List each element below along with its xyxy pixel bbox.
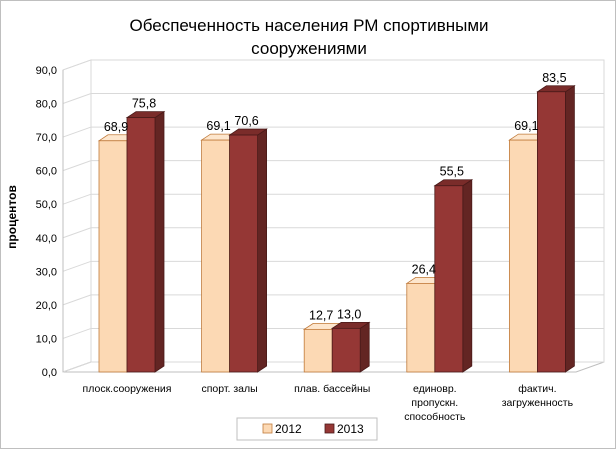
- bar-front: [406, 283, 436, 373]
- y-axis-label: процентов: [5, 185, 19, 249]
- chart-title-line-1: Обеспеченность населения РМ спортивными: [129, 16, 488, 35]
- category-label: плав. бассейны: [294, 383, 370, 395]
- gridline: [62, 93, 604, 104]
- legend-entry: 2012: [275, 422, 302, 436]
- data-labels: 68,9 75,8 69,1 70,6 12,7 13,0 26,4 55,5 69,1 83,5: [104, 71, 567, 323]
- category-label: фактич.: [518, 383, 556, 395]
- bar-front: [98, 140, 128, 373]
- category-label: спорт. залы: [201, 383, 257, 395]
- bar-front: [126, 117, 156, 373]
- data-label: 75,8: [132, 97, 156, 111]
- data-label: 55,5: [440, 165, 464, 179]
- chart-title-line-2: сооружениями: [251, 39, 367, 58]
- legend-entry: 2013: [337, 422, 364, 436]
- category-label: пропускн.: [411, 397, 458, 409]
- bar-side: [257, 128, 268, 373]
- y-tick-label: 10,0: [36, 333, 57, 345]
- bar-front: [201, 139, 231, 373]
- category-label: загруженность: [502, 397, 574, 409]
- data-label: 70,6: [234, 114, 258, 128]
- category-label: способность: [404, 411, 466, 423]
- data-label: 68,9: [104, 120, 128, 134]
- y-tick-label: 90,0: [36, 65, 57, 77]
- bar-2013: [433, 178, 474, 373]
- legend-swatch: [262, 423, 273, 434]
- bar-front: [303, 328, 333, 373]
- bar-front: [229, 134, 259, 373]
- data-label: 26,4: [412, 262, 436, 276]
- y-tick-label: 80,0: [36, 99, 57, 111]
- legend: 2012 2013: [236, 417, 378, 441]
- category-label: плоск.сооружения: [83, 383, 172, 395]
- bar-side: [565, 85, 575, 373]
- y-tick-label: 60,0: [36, 166, 57, 178]
- gridline: [62, 59, 604, 71]
- y-tick-label: 40,0: [36, 233, 57, 245]
- bar-side: [154, 110, 165, 373]
- bar-2013: [536, 85, 576, 373]
- gridline: [62, 126, 604, 138]
- gridline: [62, 227, 604, 239]
- data-label: 69,1: [514, 119, 538, 133]
- bar-side: [462, 178, 473, 373]
- y-axis-ticks: 0,0 10,0 20,0 30,0 40,0 50,0 60,0 70,0 80,0 90,0: [36, 65, 64, 379]
- bar-front: [434, 185, 464, 373]
- y-tick-label: 0,0: [42, 367, 57, 379]
- legend-box: [236, 417, 378, 441]
- data-label: 83,5: [542, 71, 566, 85]
- gridline: [62, 260, 604, 272]
- y-tick-label: 30,0: [36, 266, 57, 278]
- gridline: [62, 160, 604, 172]
- bar-2013: [125, 110, 166, 373]
- bar-2013: [330, 321, 371, 373]
- bar-front: [508, 139, 538, 373]
- data-label: 13,0: [337, 307, 361, 321]
- side-wall: [62, 59, 92, 373]
- data-label: 69,1: [206, 119, 230, 133]
- y-tick-label: 70,0: [36, 132, 57, 144]
- category-label: единовр.: [413, 383, 457, 395]
- bar-front: [331, 327, 361, 373]
- category-labels: плоск.сооружения спорт. залы плав. бассейн…: [83, 383, 574, 423]
- data-label: 12,7: [309, 308, 333, 322]
- gridline: [62, 193, 604, 205]
- legend-swatch: [324, 423, 335, 434]
- y-tick-label: 20,0: [36, 300, 57, 312]
- bar-front: [537, 91, 566, 373]
- bars: [97, 85, 576, 373]
- bar-2013: [228, 128, 268, 373]
- y-tick-label: 50,0: [36, 199, 57, 211]
- bar-side: [359, 321, 370, 373]
